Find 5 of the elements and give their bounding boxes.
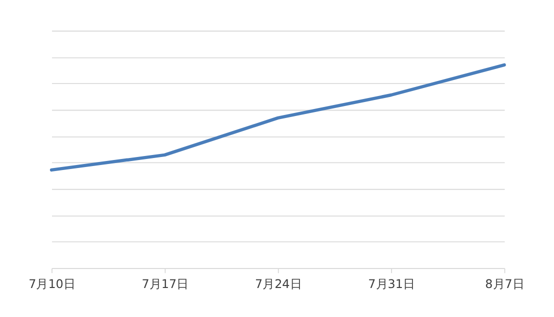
x-tick-label: 7月24日 — [254, 276, 302, 291]
x-tick-label: 8月7日 — [485, 276, 524, 291]
x-tick-label: 7月10日 — [28, 276, 76, 291]
x-tick-label: 7月31日 — [368, 276, 415, 291]
x-tick-label: 7月17日 — [142, 276, 189, 291]
